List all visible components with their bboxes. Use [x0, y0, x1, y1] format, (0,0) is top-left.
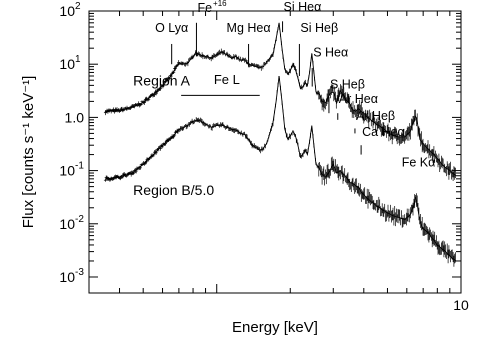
y-tick-label: 10: [59, 3, 75, 19]
annotation-label: Si Heα: [284, 0, 322, 14]
line-annotation: S Heβ: [328, 77, 365, 114]
annotation-label: Ar Heα: [339, 92, 378, 106]
line-annotation: Fe Kα: [402, 155, 436, 169]
annotation-label: Fe L: [214, 72, 240, 87]
line-annotation: Ar Heβ: [354, 109, 395, 134]
annotation-label: S Heα: [313, 45, 348, 59]
line-annotation: O Lyα: [155, 21, 188, 65]
series-region-b: Region B/5.0: [103, 75, 456, 267]
line-annotation: Ca Heα: [360, 125, 405, 155]
annotation-label: Fe: [197, 1, 212, 15]
annotation-superscript: +16: [213, 0, 227, 8]
annotation-label: O Lyα: [155, 21, 188, 35]
line-annotation: Ar Heα: [337, 92, 378, 120]
y-tick-label: 10: [59, 56, 75, 72]
series-label: Region A: [133, 72, 190, 88]
x-axis-label: Energy [keV]: [232, 319, 318, 336]
y-tick-label: 10: [59, 163, 75, 179]
annotation-label: Ar Heβ: [356, 109, 395, 123]
series-layer: Region A Region B/5.0: [103, 22, 456, 267]
line-annotation: Mg Heα: [227, 21, 271, 67]
annotation-label: Ca Heα: [362, 125, 405, 139]
annotation-label: Fe Kα: [402, 155, 436, 169]
y-tick-label: 10: [59, 269, 75, 285]
y-tick-exponent: 1: [75, 54, 81, 65]
annotation-label: S Heβ: [330, 77, 365, 91]
annotation-label: Mg Heα: [227, 21, 271, 35]
y-tick-label: 10: [59, 216, 75, 232]
x-tick-label: 10: [453, 297, 469, 313]
y-tick-label: 1.0: [65, 109, 85, 125]
annotation-label: Si Heβ: [300, 21, 338, 35]
line-annotation: Fe L: [181, 72, 260, 96]
line-annotation: Si Heβ: [298, 21, 338, 76]
series-region-a: Region A: [103, 22, 456, 181]
y-tick-exponent: 2: [75, 1, 81, 12]
y-tick-exponent: -3: [75, 267, 84, 278]
y-tick-exponent: -2: [75, 214, 84, 225]
series-label: Region B/5.0: [133, 182, 214, 198]
line-annotation: S Heα: [311, 45, 348, 87]
y-tick-exponent: -1: [75, 161, 84, 172]
line-annotation: Fe +16: [195, 0, 227, 57]
plot-frame: [88, 10, 462, 294]
y-axis-label: Flux [counts s⁻¹ keV⁻¹]: [20, 76, 37, 229]
series-line: [105, 22, 456, 177]
